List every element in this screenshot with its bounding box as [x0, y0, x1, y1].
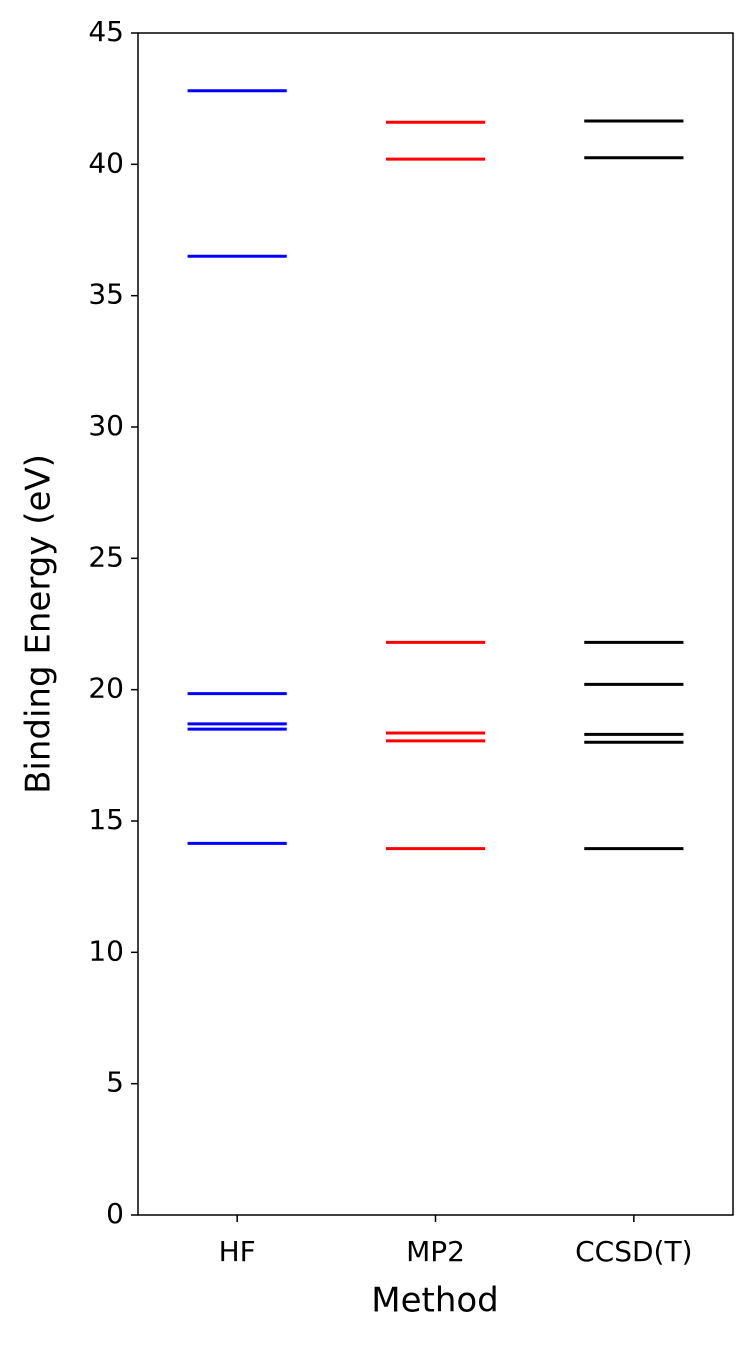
y-tick-label: 40	[88, 146, 124, 179]
x-tick-label: HF	[219, 1235, 256, 1268]
y-tick-label: 45	[88, 15, 124, 48]
y-tick-label: 30	[88, 409, 124, 442]
y-axis-label: Binding Energy (eV)	[19, 454, 59, 794]
y-tick-label: 20	[88, 672, 124, 705]
y-tick-label: 5	[106, 1066, 124, 1099]
x-axis-label: Method	[371, 1281, 499, 1321]
y-tick-label: 15	[88, 803, 124, 836]
y-tick-label: 0	[106, 1197, 124, 1230]
x-tick-label: CCSD(T)	[575, 1235, 692, 1268]
x-tick-label: MP2	[406, 1235, 465, 1268]
y-tick-label: 35	[88, 278, 124, 311]
y-tick-label: 10	[88, 934, 124, 967]
plot-frame	[137, 32, 734, 1216]
y-tick-label: 25	[88, 540, 124, 573]
